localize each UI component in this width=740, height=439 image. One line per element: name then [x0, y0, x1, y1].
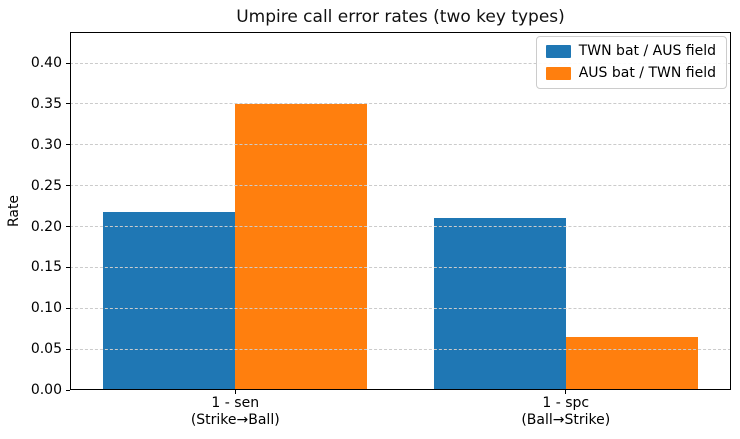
- y-tick-label: 0.00: [30, 382, 62, 398]
- bar-1-spc-s1: [565, 336, 698, 390]
- x-tick-label-line1: 1 - sen: [211, 395, 260, 411]
- y-tick-label: 0.05: [30, 341, 62, 358]
- legend: TWN bat / AUS field AUS bat / TWN field: [535, 36, 727, 89]
- y-tick-label: 0.30: [30, 136, 62, 153]
- bar-1-sen-s0: [103, 211, 236, 390]
- y-axis-label: Rate: [6, 194, 22, 228]
- y-tick-label: 0.40: [30, 55, 62, 72]
- bar-1-sen-s1: [235, 103, 368, 390]
- y-tick-label: 0.10: [30, 300, 62, 317]
- plot-area: TWN bat / AUS field AUS bat / TWN field: [70, 32, 731, 390]
- bars-layer: [70, 32, 731, 390]
- x-tick-label: 1 - spc (Ball→Strike): [456, 395, 676, 429]
- legend-swatch-icon: [545, 45, 571, 58]
- legend-item: TWN bat / AUS field: [545, 43, 716, 60]
- x-tick-mark: [234, 390, 236, 394]
- legend-swatch-icon: [545, 67, 571, 80]
- x-tick-mark: [565, 390, 567, 394]
- x-tick-label: 1 - sen (Strike→Ball): [125, 395, 345, 429]
- legend-label: AUS bat / TWN field: [578, 65, 716, 81]
- x-tick-label-line2: (Ball→Strike): [521, 412, 611, 428]
- legend-item: AUS bat / TWN field: [545, 65, 716, 82]
- legend-label: TWN bat / AUS field: [578, 43, 716, 59]
- y-tick-label: 0.15: [30, 259, 62, 276]
- x-tick-label-line2: (Strike→Ball): [190, 412, 280, 428]
- chart-title: Umpire call error rates (two key types): [236, 7, 565, 27]
- bar-1-spc-s0: [433, 218, 566, 390]
- x-tick-label-line1: 1 - spc: [542, 395, 590, 411]
- y-tick-label: 0.25: [30, 177, 62, 194]
- y-tick-label: 0.35: [30, 95, 62, 112]
